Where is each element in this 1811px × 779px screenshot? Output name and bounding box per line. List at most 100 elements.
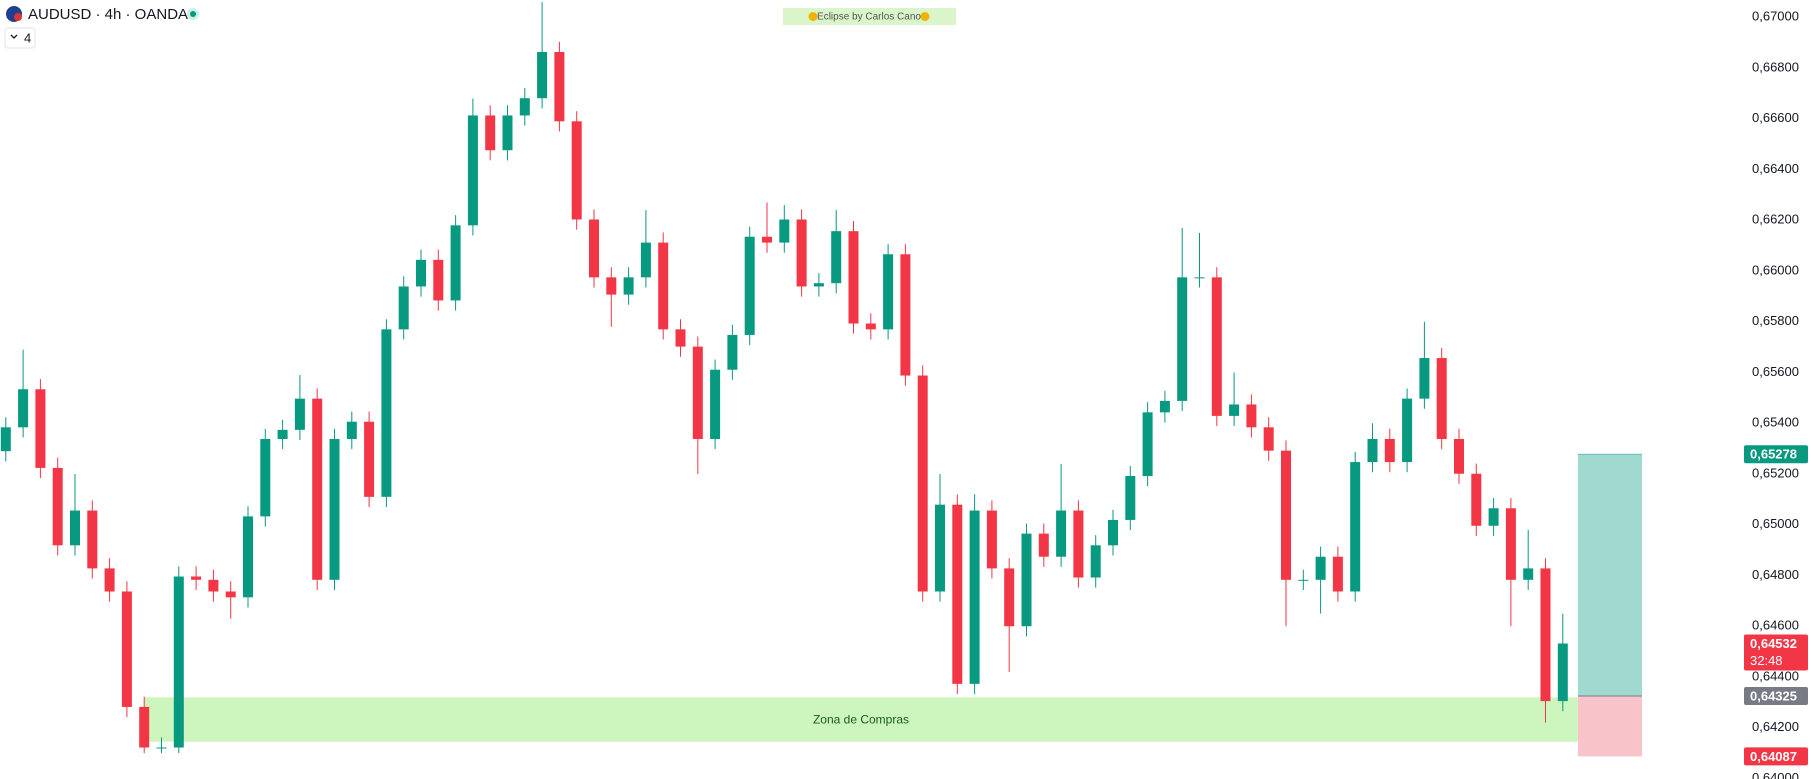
candle-body xyxy=(70,510,80,546)
candle-body xyxy=(1471,473,1482,526)
candle-body xyxy=(1384,438,1395,463)
candle-body xyxy=(917,375,928,592)
candle-body xyxy=(762,236,772,243)
zone-label: Zona de Compras xyxy=(813,713,909,727)
position-stop xyxy=(1578,696,1642,757)
candle-body xyxy=(467,115,478,226)
candle-body xyxy=(883,254,894,330)
candle-body xyxy=(1540,568,1551,702)
candle-body xyxy=(312,398,323,580)
candle-body xyxy=(294,398,305,430)
y-tick-label: 0,65200 xyxy=(1752,465,1799,480)
candle-body xyxy=(727,334,738,370)
candle-body xyxy=(1038,533,1049,557)
candle-body xyxy=(1436,358,1447,439)
candle-body xyxy=(675,329,686,347)
candle-body xyxy=(329,438,340,580)
indicator-toggle[interactable] xyxy=(4,27,36,49)
plot-area: Zona de Compras xyxy=(0,2,1578,754)
candle-body xyxy=(1454,438,1464,474)
candle-body xyxy=(554,52,565,122)
price-tag xyxy=(1744,634,1808,671)
candle-body xyxy=(969,510,980,684)
candle-body xyxy=(1488,508,1499,526)
candle-body xyxy=(519,98,530,116)
y-tick-label: 0,66400 xyxy=(1752,161,1799,176)
candle-body xyxy=(433,259,444,301)
candle-body xyxy=(900,254,911,376)
candle-body xyxy=(1194,277,1205,279)
candle-body xyxy=(1073,510,1084,578)
candle-body xyxy=(416,259,426,287)
candle-body xyxy=(1332,556,1343,592)
candle-body xyxy=(1315,556,1326,580)
candle-body xyxy=(35,389,46,468)
candle-body xyxy=(571,121,582,220)
symbol-title[interactable]: AUDUSD · 4h · OANDA xyxy=(28,6,188,23)
candle-body xyxy=(52,467,63,546)
candle-body xyxy=(796,219,807,287)
candle-body xyxy=(1142,412,1153,477)
banner xyxy=(783,8,956,25)
candle-body xyxy=(952,504,963,684)
indicator-count: 4 xyxy=(24,30,31,45)
candle-body xyxy=(986,510,997,569)
candle-body xyxy=(831,231,842,284)
overlays: 0,65278 0,64532 32:48 0,64325 0,64087 xyxy=(1578,445,1808,766)
candle-body xyxy=(208,579,219,592)
y-tick-label: 0,66200 xyxy=(1752,212,1799,227)
y-tick-label: 0,66800 xyxy=(1752,59,1799,74)
candle-body xyxy=(606,277,617,295)
candle-body xyxy=(173,576,184,748)
candle-body xyxy=(0,427,11,452)
price-tag-label: 0,64532 xyxy=(1750,636,1797,651)
candle-body xyxy=(1211,277,1222,416)
candle-body xyxy=(935,504,945,592)
candle-body xyxy=(744,236,755,335)
y-tick-label: 0,64400 xyxy=(1752,668,1799,683)
candle-body xyxy=(813,283,824,287)
price-tag xyxy=(1744,747,1808,766)
candle-body xyxy=(121,591,132,707)
candle-body xyxy=(1125,476,1136,520)
candle-body xyxy=(710,369,721,439)
price-tag-label: 0,64325 xyxy=(1750,688,1797,703)
candle-body xyxy=(225,591,236,598)
header: AUDUSD · 4h · OANDA 4 Eclipse by Carlos … xyxy=(4,6,956,49)
candle-body xyxy=(191,576,202,580)
candle-body xyxy=(1246,404,1257,428)
candle-body xyxy=(1159,400,1170,413)
y-tick-label: 0,65000 xyxy=(1752,516,1799,531)
candle-body xyxy=(277,429,288,439)
candle-body xyxy=(104,568,115,592)
candle-body xyxy=(537,52,548,99)
candle-body xyxy=(485,115,496,151)
chevron-icon xyxy=(10,34,18,39)
y-tick-label: 0,65600 xyxy=(1752,364,1799,379)
candle-body xyxy=(1367,438,1378,463)
y-tick-label: 0,66600 xyxy=(1752,110,1799,125)
y-tick-label: 0,66000 xyxy=(1752,262,1799,277)
candle-body xyxy=(450,225,461,301)
position-target xyxy=(1578,454,1642,697)
candle-body xyxy=(502,115,513,151)
candle-body xyxy=(1523,568,1534,580)
candle-body xyxy=(381,329,392,497)
candle-body xyxy=(692,346,703,439)
buy-zone xyxy=(144,697,1578,742)
y-tick-label: 0,64200 xyxy=(1752,719,1799,734)
candle-body xyxy=(260,438,271,517)
price-tag xyxy=(1744,687,1808,706)
candle-body xyxy=(1177,277,1188,401)
candle-body xyxy=(1108,519,1118,546)
status-dot xyxy=(190,11,196,17)
candle-body xyxy=(623,277,634,295)
candle-body xyxy=(1298,579,1309,581)
candle-body xyxy=(779,219,790,243)
banner-text: Eclipse by Carlos Cano xyxy=(817,12,921,23)
y-tick-label: 0,65400 xyxy=(1752,415,1799,430)
flag-icon xyxy=(14,13,22,21)
candle-body xyxy=(139,706,150,748)
y-tick-label: 0,67000 xyxy=(1752,9,1799,24)
